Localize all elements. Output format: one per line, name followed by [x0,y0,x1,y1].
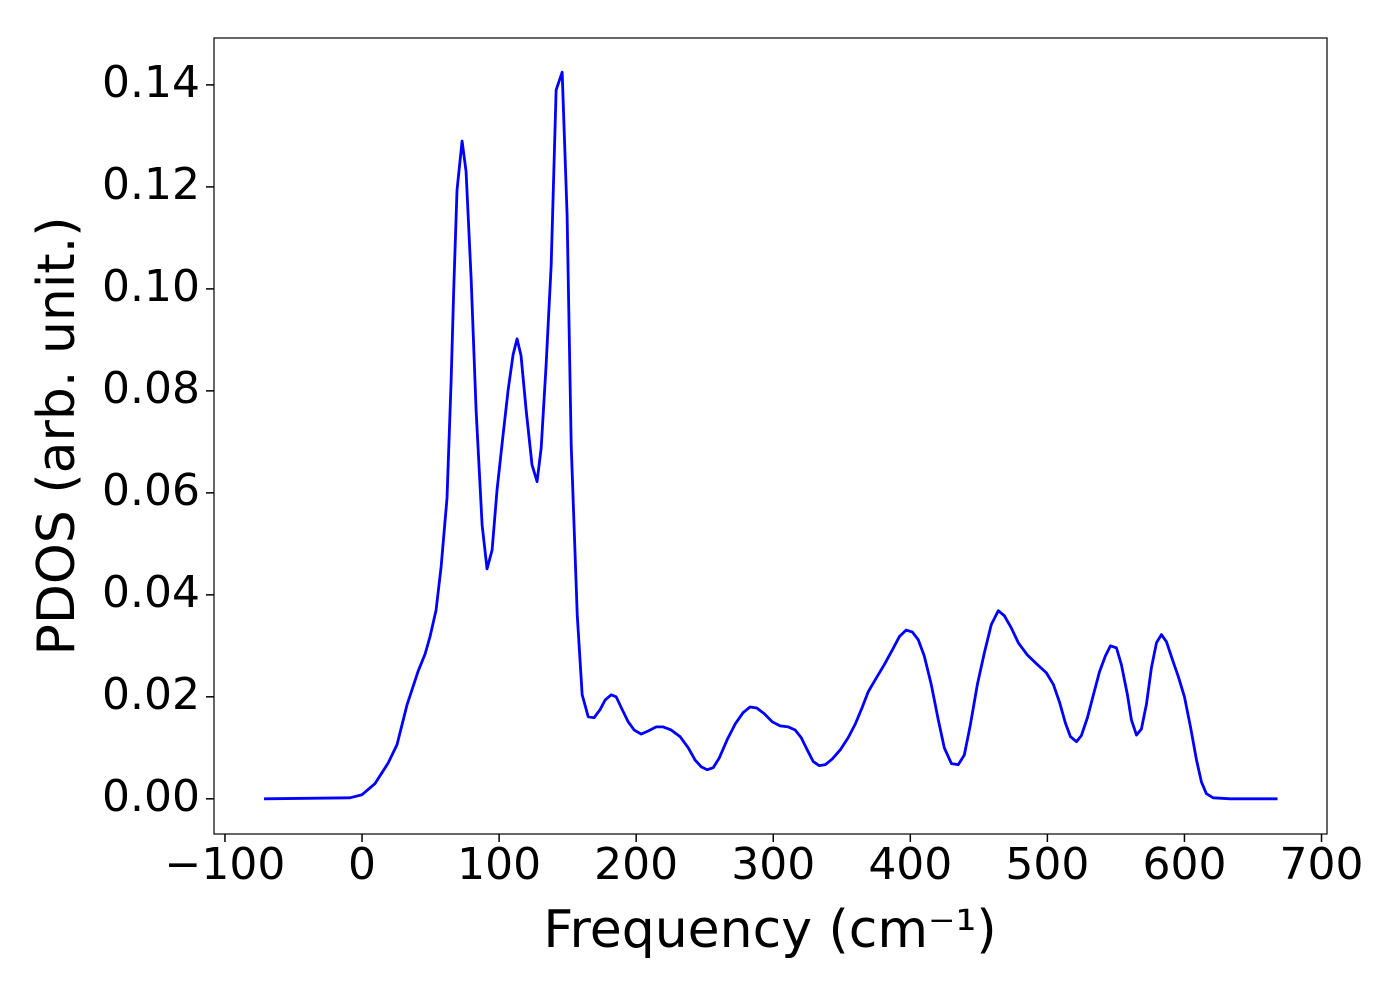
y-tick-label: 0.10 [102,261,200,312]
y-tick-label: 0.06 [102,465,200,516]
x-tick-label: 700 [1280,839,1364,890]
y-tick-label: 0.02 [102,669,200,720]
x-tick-label: 300 [731,839,815,890]
x-tick-label: 400 [868,839,952,890]
y-tick-label: 0.00 [102,771,200,822]
x-axis-label: Frequency (cm⁻¹) [543,900,996,960]
y-axis-label: PDOS (arb. unit.) [27,216,87,655]
x-tick-label: 500 [1005,839,1089,890]
plot-frame [213,37,1328,835]
data-line [264,70,1278,801]
x-tick-label: 200 [594,839,678,890]
x-tick-label: 600 [1142,839,1226,890]
y-tick-label: 0.04 [102,567,200,618]
x-tick-label: 0 [348,839,376,890]
x-tick-label: 100 [457,839,541,890]
y-tick-label: 0.14 [102,57,200,108]
y-tick-label: 0.12 [102,159,200,210]
x-tick-label: −100 [165,839,286,890]
y-tick-label: 0.08 [102,363,200,414]
